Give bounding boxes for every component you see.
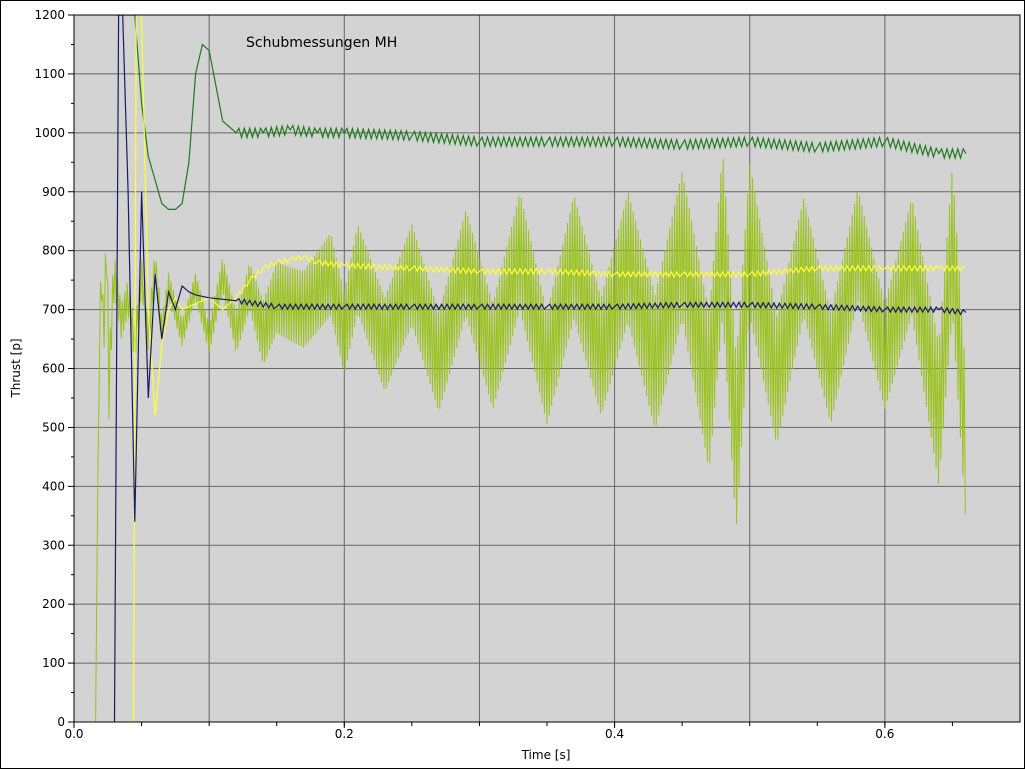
y-tick-label: 500: [42, 420, 65, 434]
series-group: [95, 15, 967, 722]
series-line-4: [113, 15, 967, 722]
axis-ticks: 0.0 0.2 0.4 0.6 0 100 200 300 400 500 600 700 800 900…: [34, 8, 953, 741]
y-tick-label: 0: [57, 715, 65, 729]
y-tick-label: 600: [42, 362, 65, 376]
series-line-2: [114, 15, 967, 210]
y-tick-label: 400: [42, 479, 65, 493]
y-tick-label: 700: [42, 303, 65, 317]
y-tick-label: 800: [42, 244, 65, 258]
x-tick-label: 0.2: [335, 727, 354, 741]
series-line-3: [132, 15, 967, 722]
y-tick-label: 200: [42, 597, 65, 611]
y-tick-label: 300: [42, 538, 65, 552]
y-tick-label: 900: [42, 185, 65, 199]
x-tick-label: 0.0: [64, 727, 83, 741]
grid: [74, 15, 1020, 722]
series-line-1: [95, 158, 966, 722]
y-tick-label: 1200: [34, 8, 65, 22]
y-tick-label: 1000: [34, 126, 65, 140]
x-tick-label: 0.6: [875, 727, 894, 741]
y-axis-title: Thrust [p]: [9, 338, 23, 398]
x-axis-title: Time [s]: [521, 748, 571, 762]
chart-title: Schubmessungen MH: [246, 35, 397, 51]
y-tick-label: 1100: [34, 67, 65, 81]
x-tick-label: 0.4: [605, 727, 624, 741]
y-tick-label: 100: [42, 656, 65, 670]
